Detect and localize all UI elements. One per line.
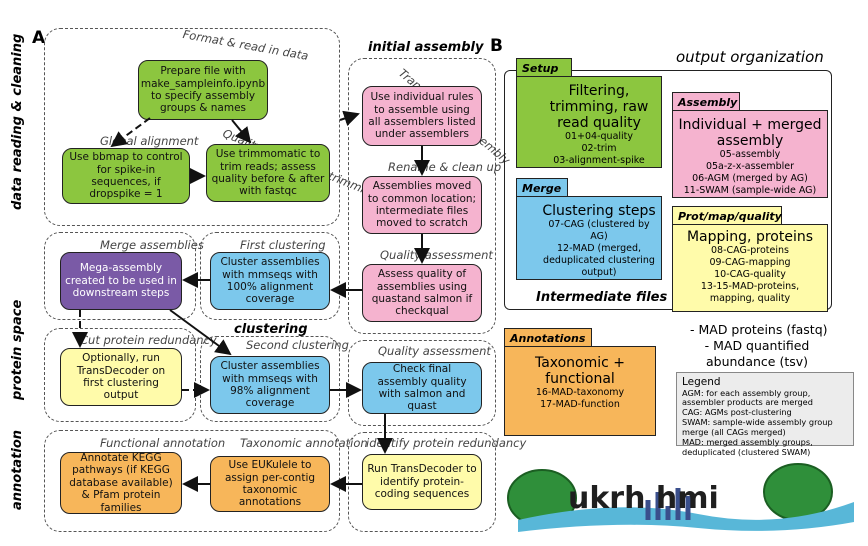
- group-title-merge-assemblies: Merge assemblies: [100, 238, 204, 252]
- legend-item: AGM: for each assembly group, assembler …: [682, 387, 813, 408]
- folder-setup-title: Filtering, trimming, raw read quality: [549, 83, 649, 132]
- group-title-clustering: clustering: [234, 322, 308, 337]
- node-individual-rules: Use individual rules to assemble using a…: [362, 86, 482, 146]
- group-data-reading: [44, 28, 340, 226]
- arrow-mega-second: [169, 309, 232, 356]
- folder-protmap-line: 10-CAG-quality: [714, 268, 786, 280]
- group-initial-assembly: [348, 58, 496, 334]
- folder-protmap-line: 09-CAG-mapping: [709, 256, 791, 268]
- folder-setup: Filtering, trimming, raw read quality 01…: [516, 76, 662, 168]
- panel-b-label: B: [490, 36, 503, 56]
- node-second-cluster: Cluster assemblies with mmseqs with 98% …: [210, 356, 330, 414]
- logo-cell-right: [763, 463, 833, 521]
- group-title-cut-protein: Cut protein redundancy: [80, 333, 217, 347]
- panel-a-label: A: [32, 28, 46, 48]
- folder-annotations-line: 16-MAD-taxonomy: [535, 387, 625, 399]
- group-first-clustering: [200, 232, 340, 320]
- folder-assembly-line: 06-AGM (merged by AG): [692, 172, 808, 184]
- node-bbmap: Use bbmap to control for spike-in sequen…: [62, 148, 190, 204]
- folder-annotations: Taxonomic + functional 16-MAD-taxonomy 1…: [504, 346, 656, 436]
- folder-tab-assembly: Assembly: [672, 92, 740, 110]
- node-trimmomatic: Use trimmomatic to trim reads; assess qu…: [206, 144, 330, 202]
- folder-tab-merge: Merge: [516, 178, 568, 196]
- node-check-final: Check final assembly quality with salmon…: [362, 362, 482, 414]
- arrow-prepare-bbmap: [110, 117, 151, 148]
- group-second-clustering: [200, 336, 340, 422]
- group-title-taxonomic-annotation: Taxonomic annotation: [240, 436, 368, 450]
- folder-protmap-line: 13-15-MAD-proteins, mapping, quality: [700, 280, 800, 304]
- folder-merge-title: Clustering steps: [542, 203, 656, 219]
- folder-protmap: Mapping, proteins 08-CAG-proteins 09-CAG…: [672, 224, 828, 312]
- logo-bar-chart: [645, 488, 691, 520]
- folder-tab-annotations: Annotations: [504, 328, 592, 346]
- output-title: output organization: [676, 48, 824, 66]
- node-prepare-file: Prepare file with make_sampleinfo.ipynb …: [138, 60, 268, 120]
- folder-assembly: Individual + merged assembly 05-assembly…: [672, 110, 828, 198]
- node-mega-assembly: Mega-assembly created to be used in down…: [60, 252, 182, 310]
- folder-merge: Clustering steps 07-CAG (clustered by AG…: [516, 196, 662, 280]
- group-title-functional-annotation: Functional annotation: [100, 436, 226, 450]
- folder-annotations-title: Taxonomic + functional: [534, 355, 626, 388]
- group-title-quality-assessment-1: Quality assessment: [380, 248, 493, 262]
- node-assemblies-moved: Assemblies moved to common location; int…: [362, 176, 482, 234]
- node-transdecoder-optional: Optionally, run TransDecoder on first cl…: [60, 348, 182, 406]
- group-title-identify-protein: identify protein redundancy: [366, 436, 527, 450]
- node-assess-quality: Assess quality of assemblies using quast…: [362, 264, 482, 322]
- folder-protmap-line: 08-CAG-proteins: [711, 245, 789, 257]
- folder-setup-line: 02-trim: [581, 143, 617, 155]
- legend-title: Legend: [682, 376, 721, 388]
- legend-item: MAD: merged assembly groups, deduplicate…: [682, 436, 813, 457]
- folder-assembly-line: 05-assembly: [719, 149, 781, 161]
- logo-wordmark: ukrh hmi: [568, 481, 719, 516]
- group-cut-protein: [44, 328, 196, 422]
- node-transdecoder-run: Run TransDecoder to identify protein-cod…: [362, 454, 482, 510]
- mad-output-abundance: - MAD quantified abundance (tsv): [704, 338, 810, 369]
- legend-box: Legend AGM: for each assembly group, ass…: [676, 372, 854, 456]
- folder-tab-setup: Setup: [516, 58, 572, 76]
- eukrhythmic-logo: ukrh hmi: [507, 463, 854, 532]
- node-eukulele: Use EUKulele to assign per-contig taxono…: [210, 456, 330, 512]
- group-title-quality-assessment-2: Quality assessment: [378, 344, 491, 358]
- group-title-second-clustering: Second clustering: [246, 338, 349, 352]
- folder-merge-line: 12-MAD (merged, deduplicated clustering …: [543, 242, 655, 278]
- group-title-initial-assembly: initial assembly: [368, 40, 484, 55]
- folder-setup-line: 01+04-quality: [564, 131, 634, 143]
- folder-protmap-title: Mapping, proteins: [686, 229, 814, 245]
- group-title-first-clustering: First clustering: [240, 238, 326, 252]
- node-first-cluster: Cluster assemblies with mmseqs with 100%…: [210, 252, 330, 310]
- mad-output-proteins: - MAD proteins (fastq): [690, 322, 828, 337]
- output-folder-outline: [504, 70, 832, 310]
- intermediate-files-label: Intermediate files: [536, 290, 668, 305]
- folder-assembly-line: 05a-z-x-assembler: [705, 161, 795, 173]
- node-kegg: Annotate KEGG pathways (if KEGG database…: [60, 452, 182, 514]
- folder-assembly-line: 11-SWAM (sample-wide AG): [683, 184, 817, 196]
- folder-tab-protmap: Prot/map/quality: [672, 206, 782, 224]
- folder-setup-line: 03-alignment-spike: [553, 155, 645, 167]
- arrow-prepare-trim: [231, 119, 252, 144]
- folder-assembly-title: Individual + merged assembly: [678, 117, 822, 150]
- folder-annotations-line: 17-MAD-function: [540, 399, 620, 411]
- folder-merge-line: 07-CAG (clustered by AG): [548, 219, 650, 242]
- legend-item: SWAM: sample-wide assembly group merge (…: [682, 417, 833, 437]
- group-identify-protein: [348, 432, 496, 532]
- arrow-to-initial: [339, 110, 360, 127]
- legend-item: CAG: AGMs post-clustering: [682, 407, 792, 418]
